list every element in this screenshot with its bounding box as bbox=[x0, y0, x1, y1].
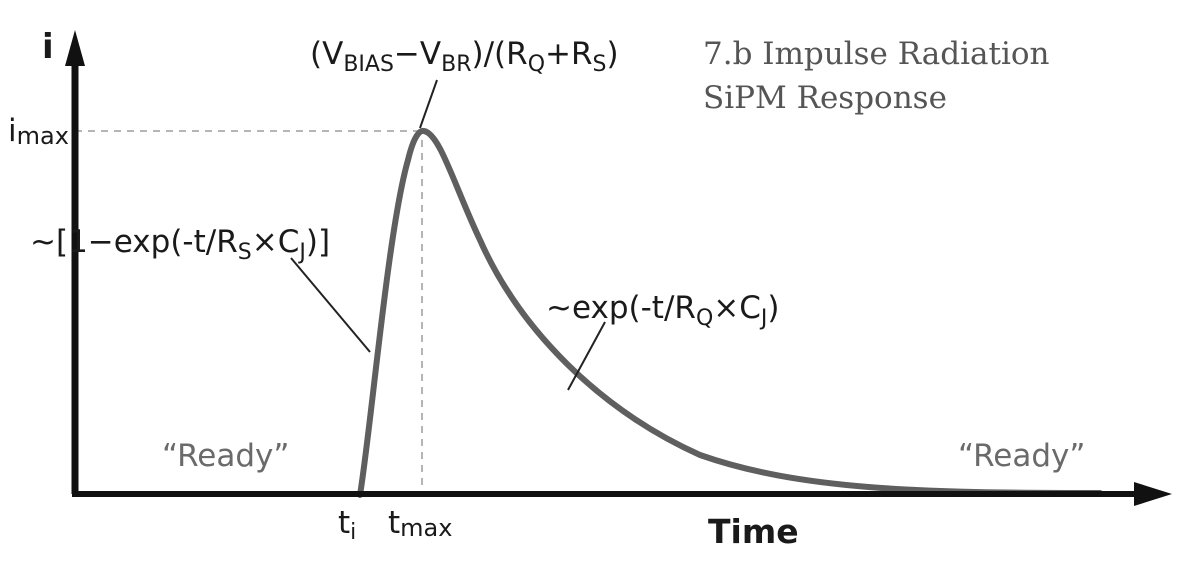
figure-title-line2: SiPM Response bbox=[703, 80, 947, 116]
imax-label: imax bbox=[8, 113, 69, 150]
peak-leader-line bbox=[419, 79, 438, 129]
x-axis-label: Time bbox=[708, 512, 799, 551]
figure-title-line1: 7.b Impulse Radiation bbox=[703, 36, 1050, 72]
decay-formula: ~exp(-t/RQ×CJ) bbox=[546, 290, 780, 331]
ready-right-label: “Ready” bbox=[958, 438, 1085, 474]
y-axis-label: i bbox=[42, 27, 54, 67]
response-curve bbox=[357, 127, 1103, 498]
decay-leader-line bbox=[567, 321, 606, 391]
ti-label: ti bbox=[338, 505, 356, 545]
peak-formula: (VBIAS−VBR)/(RQ+RS) bbox=[310, 36, 619, 77]
tmax-label: tmax bbox=[388, 505, 452, 542]
rise-leader-line bbox=[290, 257, 371, 353]
ready-left-label: “Ready” bbox=[162, 438, 289, 474]
y-axis-arrowhead bbox=[65, 30, 85, 66]
x-axis-arrowhead bbox=[1134, 482, 1172, 506]
rise-formula: ~[1−exp(-t/RS×CJ)] bbox=[30, 224, 330, 265]
